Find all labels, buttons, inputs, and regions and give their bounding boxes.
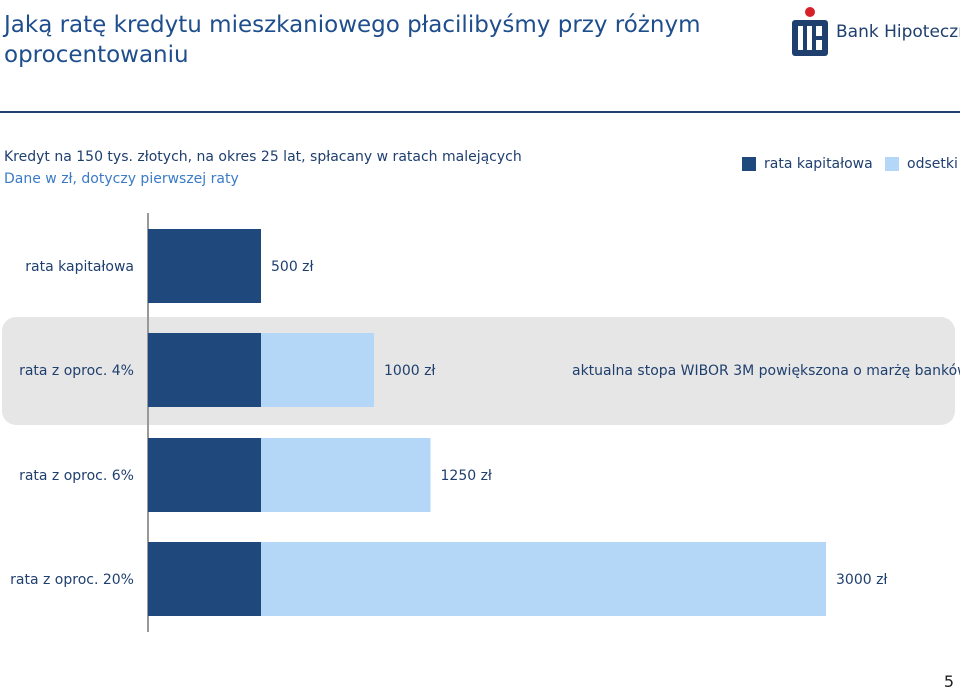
legend-label-principal: rata kapitałowa [764, 156, 873, 172]
chart-note: Dane w zł, dotyczy pierwszej raty [4, 171, 239, 187]
legend-label-interest: odsetki [907, 156, 958, 172]
legend-item-principal: rata kapitałowa [742, 156, 873, 172]
category-label: rata z oproc. 20% [10, 572, 134, 588]
bank-logo-text: Bank Hipoteczny [836, 22, 960, 42]
legend-item-interest: odsetki [885, 156, 958, 172]
header-divider [0, 111, 960, 113]
category-label: rata kapitałowa [25, 259, 134, 275]
page-title: Jaką ratę kredytu mieszkaniowego płacili… [4, 12, 701, 68]
bank-logo: Bank Hipoteczny [790, 6, 960, 60]
category-label: rata z oproc. 4% [19, 363, 134, 379]
bar-principal [148, 542, 261, 616]
bank-logo-icon [792, 7, 828, 56]
total-value-label: 1250 zł [441, 468, 492, 484]
page-number: 5 [943, 672, 954, 691]
total-value-label: 1000 zł [384, 363, 435, 379]
total-value-label: 3000 zł [836, 572, 887, 588]
chart-subtitle: Kredyt na 150 tys. złotych, na okres 25 … [4, 149, 522, 165]
bar-interest [261, 438, 431, 512]
bar-principal [148, 438, 261, 512]
legend-swatch-interest [885, 157, 899, 171]
legend-swatch-principal [742, 157, 756, 171]
bar-interest [261, 542, 826, 616]
bar-principal [148, 229, 261, 303]
category-label: rata z oproc. 6% [19, 468, 134, 484]
bar-principal [148, 333, 261, 407]
total-value-label: 500 zł [271, 259, 314, 275]
bar-interest [261, 333, 374, 407]
annotation-label: aktualna stopa WIBOR 3M powiększona o ma… [572, 363, 960, 379]
